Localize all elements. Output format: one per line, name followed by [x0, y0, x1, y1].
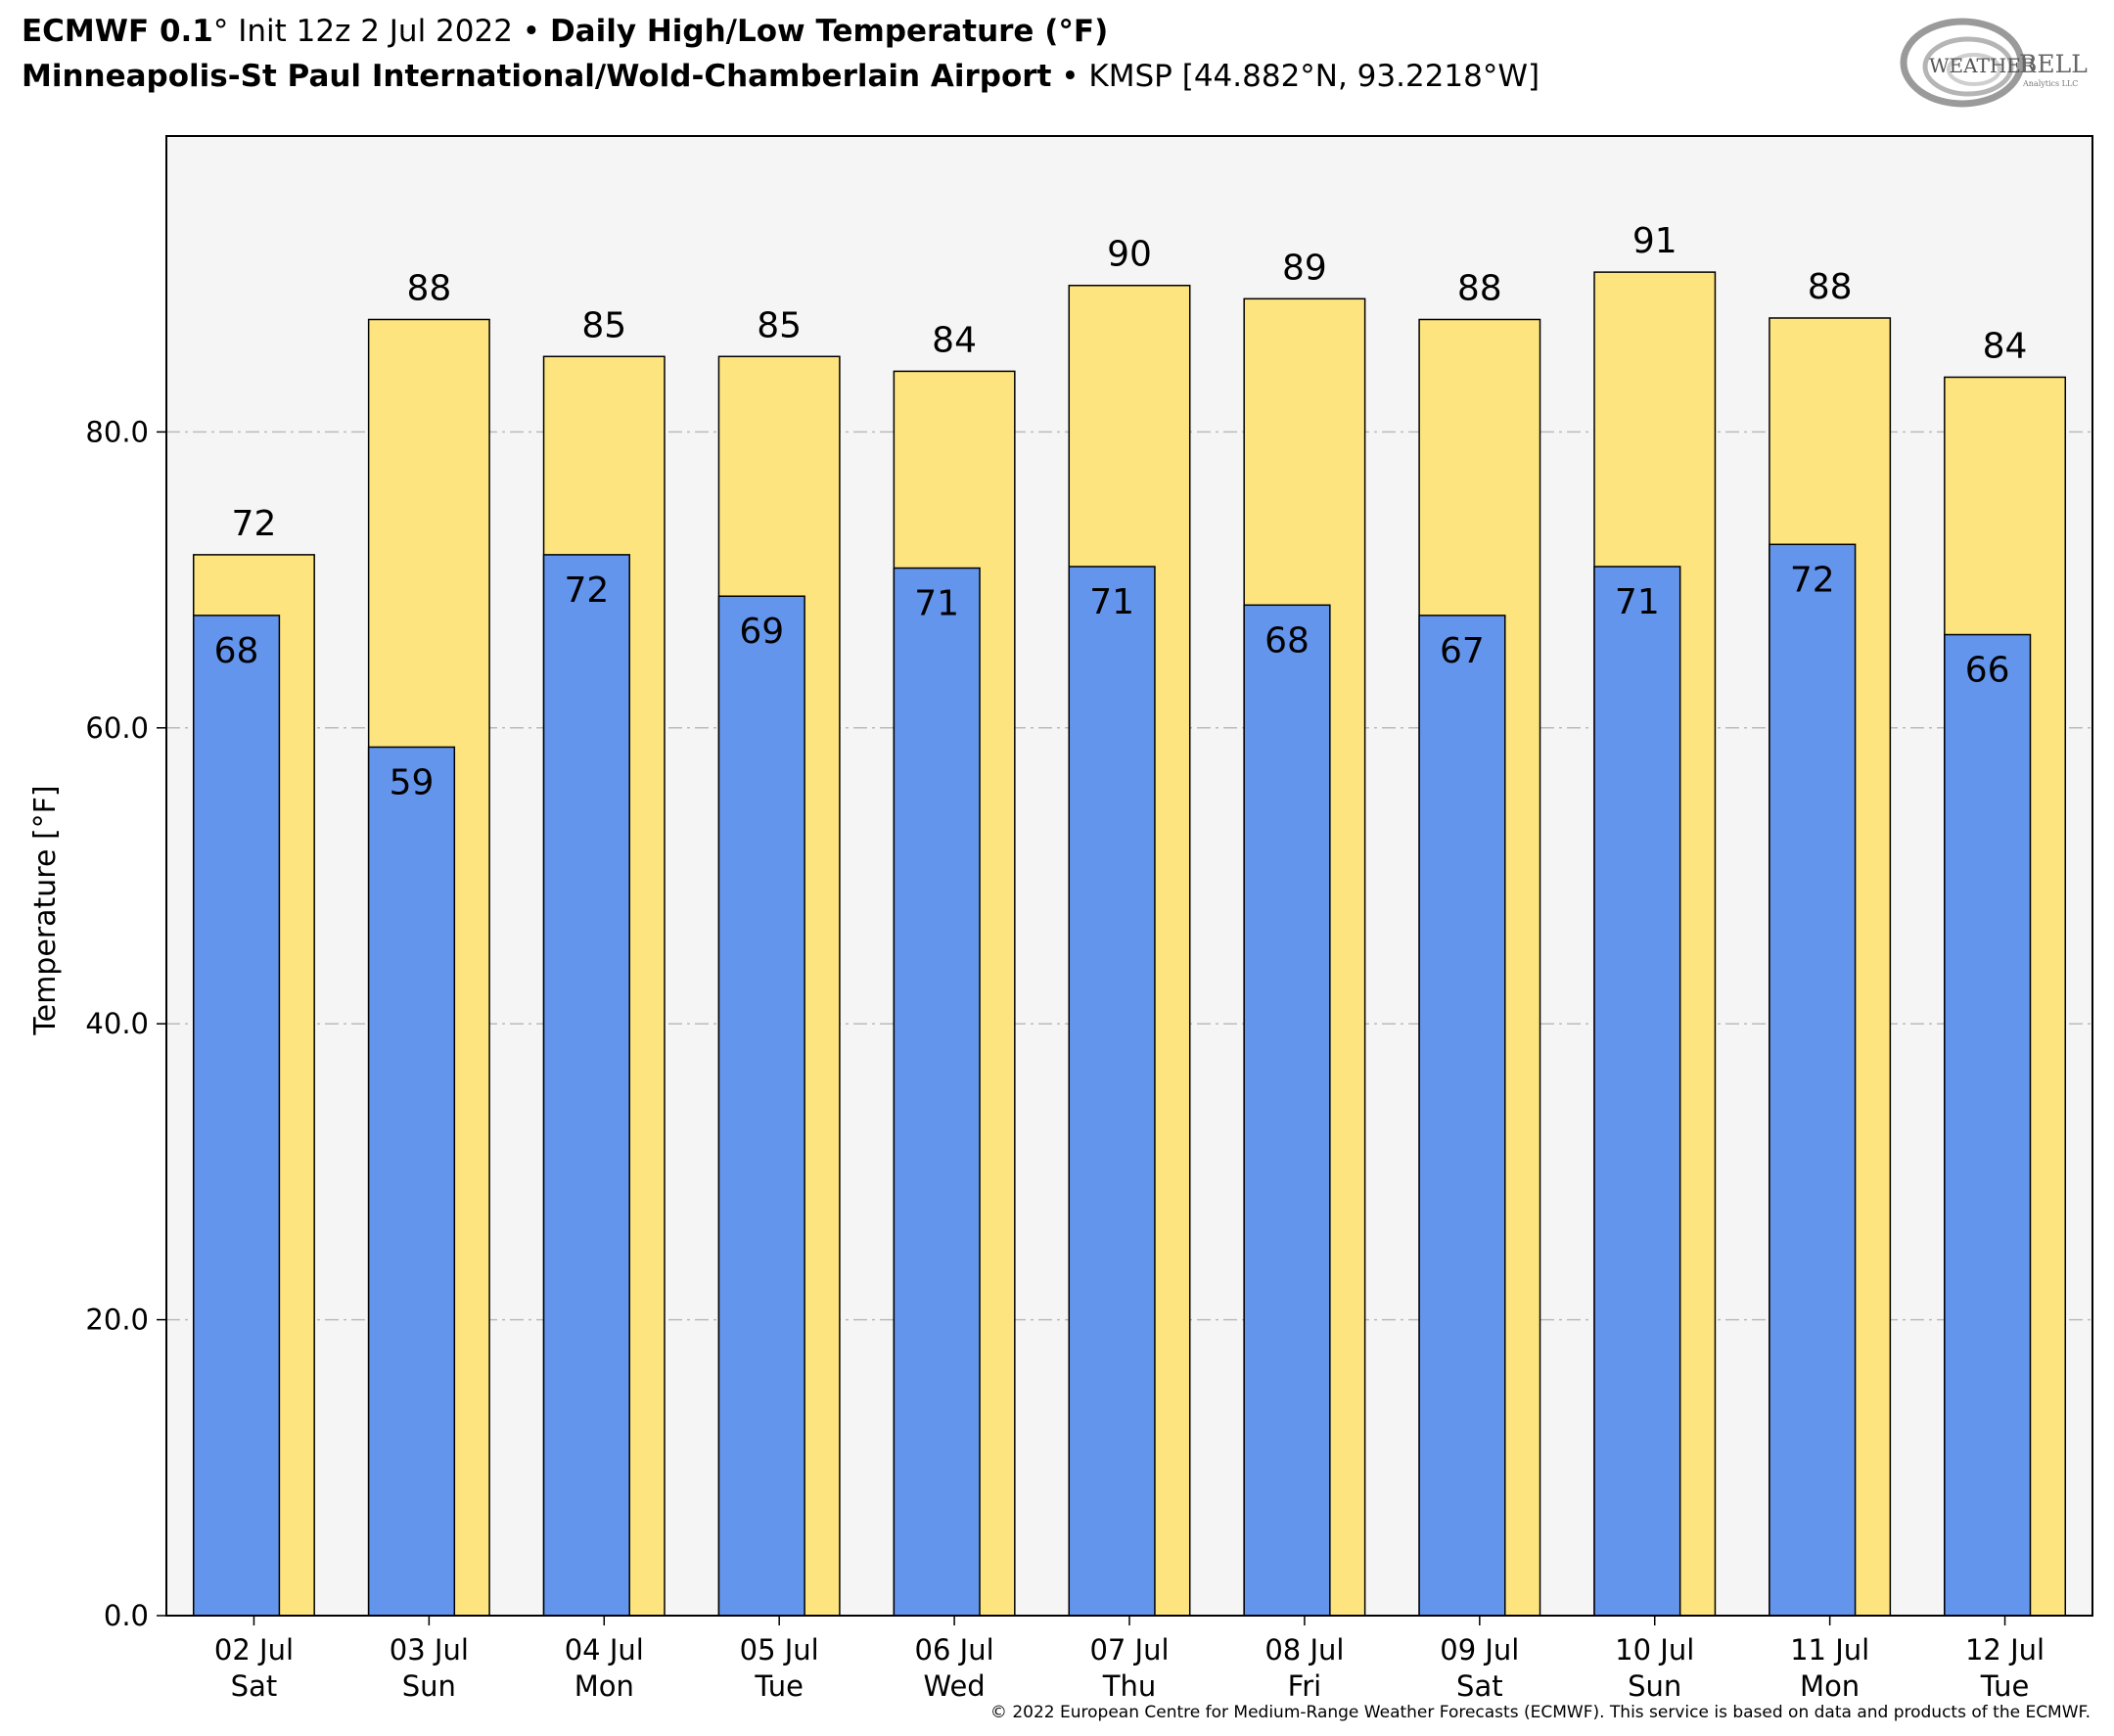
x-tick-label-date: 10 Jul	[1615, 1633, 1694, 1667]
y-tick-label: 20.0	[85, 1303, 149, 1337]
logo-swirl-icon	[1900, 18, 2025, 108]
chart-title-line-2: Minneapolis-St Paul International/Wold-C…	[22, 59, 1540, 94]
x-tick-label-day: Tue	[754, 1669, 804, 1703]
x-tick-label-day: Mon	[574, 1669, 634, 1703]
logo-text-bell: BELL	[2019, 50, 2088, 78]
x-tick-label-day: Tue	[1980, 1669, 2030, 1703]
x-tick-label-date: 08 Jul	[1264, 1633, 1344, 1667]
model-name: ECMWF 0.1	[22, 14, 213, 49]
low-temp-bar	[1769, 543, 1857, 1617]
low-temp-bar	[1418, 615, 1506, 1617]
x-tick-label-date: 07 Jul	[1089, 1633, 1169, 1667]
low-temp-label: 67	[1440, 631, 1485, 671]
y-tick-label: 80.0	[85, 415, 149, 448]
low-temp-bar	[192, 615, 281, 1617]
x-tick-label-day: Sat	[1456, 1669, 1503, 1703]
degree-symbol: °	[212, 14, 229, 49]
low-temp-bar	[1593, 566, 1681, 1617]
low-temp-label: 68	[1264, 620, 1310, 661]
init-time: Init 12z 2 Jul 2022	[228, 14, 523, 49]
x-tick-label-date: 12 Jul	[1965, 1633, 2045, 1667]
high-temp-label: 85	[581, 305, 626, 345]
low-temp-label: 71	[1615, 582, 1660, 622]
high-temp-label: 89	[1282, 248, 1327, 288]
high-temp-label: 85	[757, 305, 802, 345]
x-tick-label-day: Mon	[1800, 1669, 1860, 1703]
high-temp-label: 72	[232, 504, 277, 544]
x-tick-label-day: Fri	[1288, 1669, 1322, 1703]
x-tick-label-day: Sun	[402, 1669, 456, 1703]
x-tick-label-day: Sat	[231, 1669, 278, 1703]
x-tick-label-day: Sun	[1628, 1669, 1681, 1703]
high-temp-label: 84	[1983, 326, 2028, 366]
low-temp-bar	[1068, 566, 1156, 1617]
copyright-footer: © 2022 European Centre for Medium-Range …	[989, 1703, 2091, 1722]
station-name: Minneapolis-St Paul International/Wold-C…	[22, 59, 1052, 94]
x-tick-label-date: 05 Jul	[740, 1633, 819, 1667]
low-temp-label: 72	[564, 571, 609, 611]
y-tick-label: 0.0	[104, 1599, 149, 1632]
high-temp-label: 88	[406, 268, 451, 308]
high-temp-label: 88	[1457, 268, 1502, 308]
chart-title-line-1: ECMWF 0.1° Init 12z 2 Jul 2022 • Daily H…	[22, 14, 1108, 49]
x-tick-label-date: 04 Jul	[565, 1633, 644, 1667]
logo-text-main: WEATHER	[1929, 54, 2037, 77]
logo-text-sub: Analytics LLC	[2022, 79, 2078, 88]
weatherbell-logo: WEATHER BELL Analytics LLC	[1900, 18, 2088, 108]
low-temp-bar	[367, 746, 456, 1617]
low-temp-label: 59	[390, 762, 435, 802]
y-tick-label: 40.0	[85, 1007, 149, 1040]
low-temp-bar	[542, 554, 630, 1617]
low-temp-label: 71	[914, 584, 959, 624]
x-tick-label-date: 02 Jul	[214, 1633, 294, 1667]
plot-frame	[165, 135, 2093, 1617]
x-tick-label-date: 09 Jul	[1440, 1633, 1519, 1667]
station-location: KMSP [44.882°N, 93.2218°W]	[1088, 59, 1540, 94]
x-tick-label-date: 03 Jul	[390, 1633, 469, 1667]
low-temp-bar	[893, 567, 981, 1617]
y-tick-label: 60.0	[85, 711, 149, 745]
low-temp-label: 66	[1965, 651, 2010, 691]
low-temp-bar	[1243, 604, 1331, 1617]
low-temp-label: 72	[1790, 560, 1835, 600]
high-temp-label: 91	[1632, 221, 1677, 261]
high-temp-label: 88	[1808, 267, 1853, 307]
product-name: Daily High/Low Temperature (°F)	[549, 14, 1109, 49]
bullet-separator: •	[522, 14, 541, 49]
x-tick-label-day: Thu	[1102, 1669, 1156, 1703]
high-temp-label: 84	[932, 320, 977, 360]
bullet-separator: •	[1061, 59, 1080, 94]
low-temp-bar	[1944, 633, 2032, 1617]
low-temp-label: 69	[739, 612, 784, 652]
x-tick-label-date: 11 Jul	[1790, 1633, 1869, 1667]
y-axis-label: Temperature [°F]	[28, 785, 63, 1035]
x-tick-label-day: Wed	[923, 1669, 985, 1703]
low-temp-label: 71	[1089, 582, 1134, 622]
low-temp-label: 68	[214, 631, 259, 671]
x-tick-label-date: 06 Jul	[915, 1633, 994, 1667]
high-temp-label: 90	[1107, 235, 1152, 275]
low-temp-bar	[717, 595, 805, 1617]
